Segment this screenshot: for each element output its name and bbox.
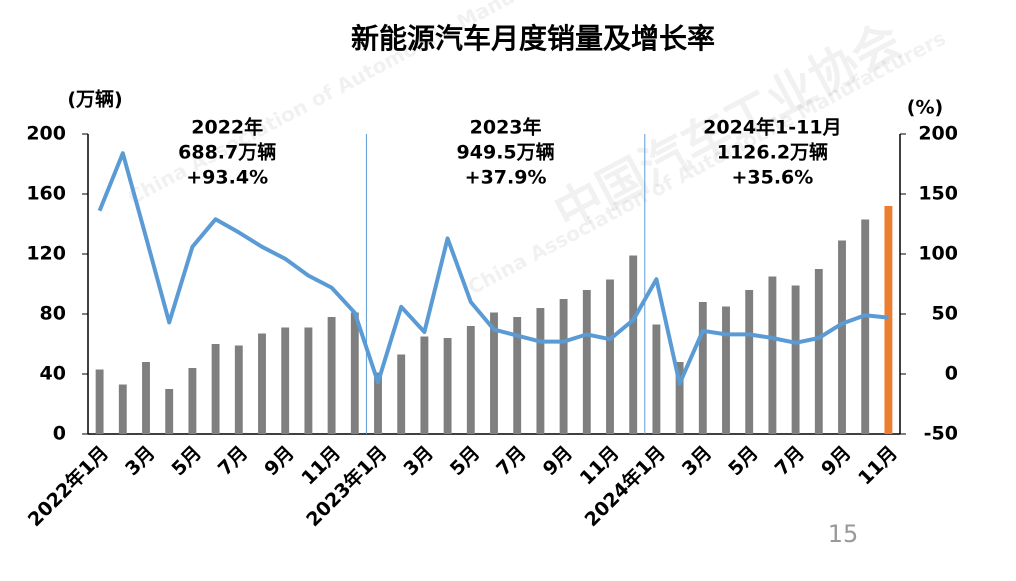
bar [652,324,661,434]
bar [490,312,498,434]
y2-tick-label: -50 [924,423,958,445]
bar [211,344,220,434]
bar [838,240,846,434]
y-tick-label: 0 [53,423,66,445]
annotation: +35.6% [731,167,813,189]
bar [791,285,800,434]
bar [629,255,638,434]
x-tick-label: 7月 [214,442,252,480]
x-tick-label: 3月 [121,442,159,480]
y-tick-label: 80 [40,303,66,325]
x-tick-label: 7月 [771,442,809,480]
bar [606,279,614,434]
bar [95,369,104,434]
bar [304,327,313,434]
bar [536,308,545,434]
x-tick-label: 3月 [678,442,716,480]
annotation: +37.9% [465,167,547,189]
bar [814,269,823,434]
y2-tick-label: 0 [945,363,958,385]
annotation: 688.7万辆 [178,141,276,164]
bar [165,389,174,434]
bar [327,317,336,434]
bar [698,302,707,434]
bar [374,372,382,434]
y2-axis-label: (%) [907,97,943,119]
x-tick-label: 9月 [260,442,298,480]
page-number: 15 [828,520,859,548]
y-tick-label: 120 [26,243,66,265]
bar [142,362,150,434]
y-axis-label: (万辆) [67,88,122,111]
x-tick-label: 7月 [492,442,530,480]
bar [582,290,591,434]
bar [559,299,568,434]
y-tick-label: 160 [26,183,66,205]
bar [281,327,290,434]
x-tick-label: 11月 [854,442,902,490]
bar [188,368,197,434]
x-tick-label: 5月 [724,442,762,480]
bar [397,354,406,434]
annotation: 949.5万辆 [457,141,555,164]
annotation: 2023年 [470,116,542,139]
bar [722,306,730,434]
y2-tick-label: 50 [932,303,958,325]
bar [513,317,522,434]
annotation: 2022年 [191,116,263,139]
x-tick-label: 2022年1月 [23,441,113,531]
x-tick-label: 9月 [817,442,855,480]
bar [350,312,359,434]
bar [443,338,452,434]
x-tick-label: 3月 [399,442,437,480]
line [97,151,889,386]
bar [884,206,893,434]
x-tick-label: 5月 [167,442,205,480]
annotation: +93.4% [186,167,268,189]
bar [420,336,429,434]
y2-tick-label: 100 [918,243,958,265]
x-tick-label: 5月 [446,442,484,480]
y2-tick-label: 200 [918,123,958,145]
annotation: 2024年1-11月 [703,116,841,139]
y2-tick-label: 150 [918,183,958,205]
y-tick-label: 200 [26,123,66,145]
bar [234,345,243,434]
bar [118,384,127,434]
bar [768,276,777,434]
bar [861,219,870,434]
y-tick-label: 40 [40,363,66,385]
x-tick-label: 9月 [539,442,577,480]
bar [258,333,266,434]
annotation: 1126.2万辆 [717,141,828,164]
bar [675,362,684,434]
bar [466,326,475,434]
chart-title: 新能源汽车月度销量及增长率 [351,22,715,55]
bar [745,290,754,434]
